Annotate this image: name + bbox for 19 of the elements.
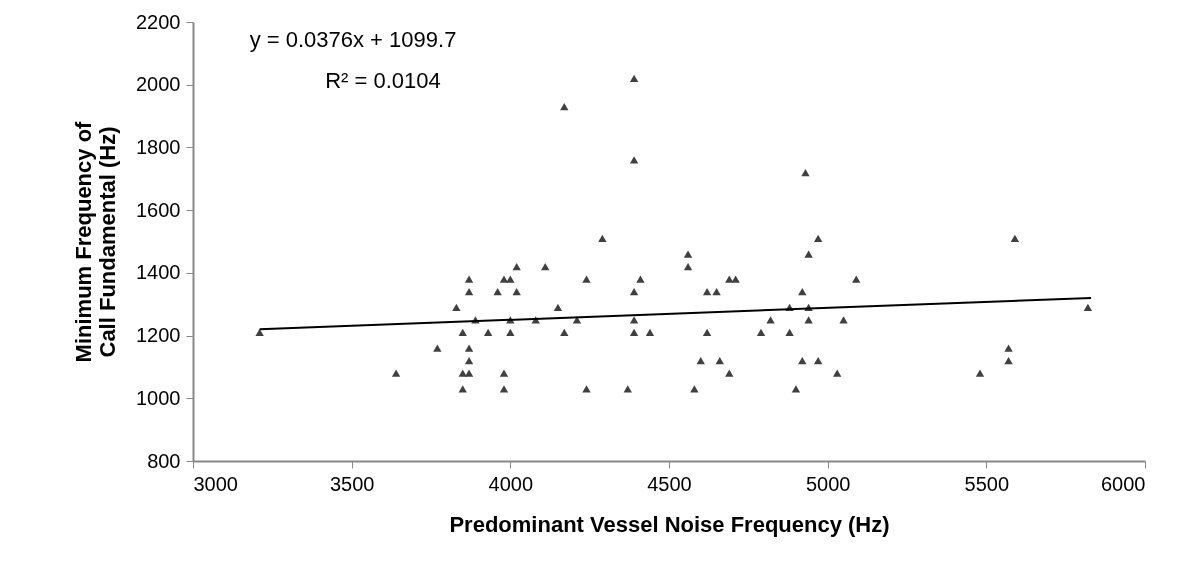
y-tick-label: 2200 xyxy=(136,10,181,33)
y-tick-label: 1200 xyxy=(136,324,181,347)
y-tick-label: 1600 xyxy=(136,198,181,221)
x-tick-label: 6000 xyxy=(1101,472,1146,495)
y-tick-label: 1800 xyxy=(136,135,181,158)
y-tick-label: 2000 xyxy=(136,73,181,96)
x-tick-label: 4000 xyxy=(488,472,534,495)
x-tick-label: 4500 xyxy=(647,472,692,495)
x-tick-label: 5000 xyxy=(805,472,851,495)
x-tick-label: 3500 xyxy=(329,472,375,495)
y-tick-label: 1400 xyxy=(136,261,181,284)
x-axis-title: Predominant Vessel Noise Frequency (Hz) xyxy=(449,511,890,537)
y-tick-label: 800 xyxy=(147,449,181,472)
y-axis-title: Minimum Frequency of Call Fundamental (Hz) xyxy=(71,120,121,363)
annotation: R² = 0.0104 xyxy=(325,68,441,93)
annotation: y = 0.0376x + 1099.7 xyxy=(249,27,457,52)
y-tick-label: 1000 xyxy=(136,386,181,409)
x-tick-label: 5500 xyxy=(964,472,1010,495)
x-tick-label: 3000 xyxy=(193,472,238,495)
